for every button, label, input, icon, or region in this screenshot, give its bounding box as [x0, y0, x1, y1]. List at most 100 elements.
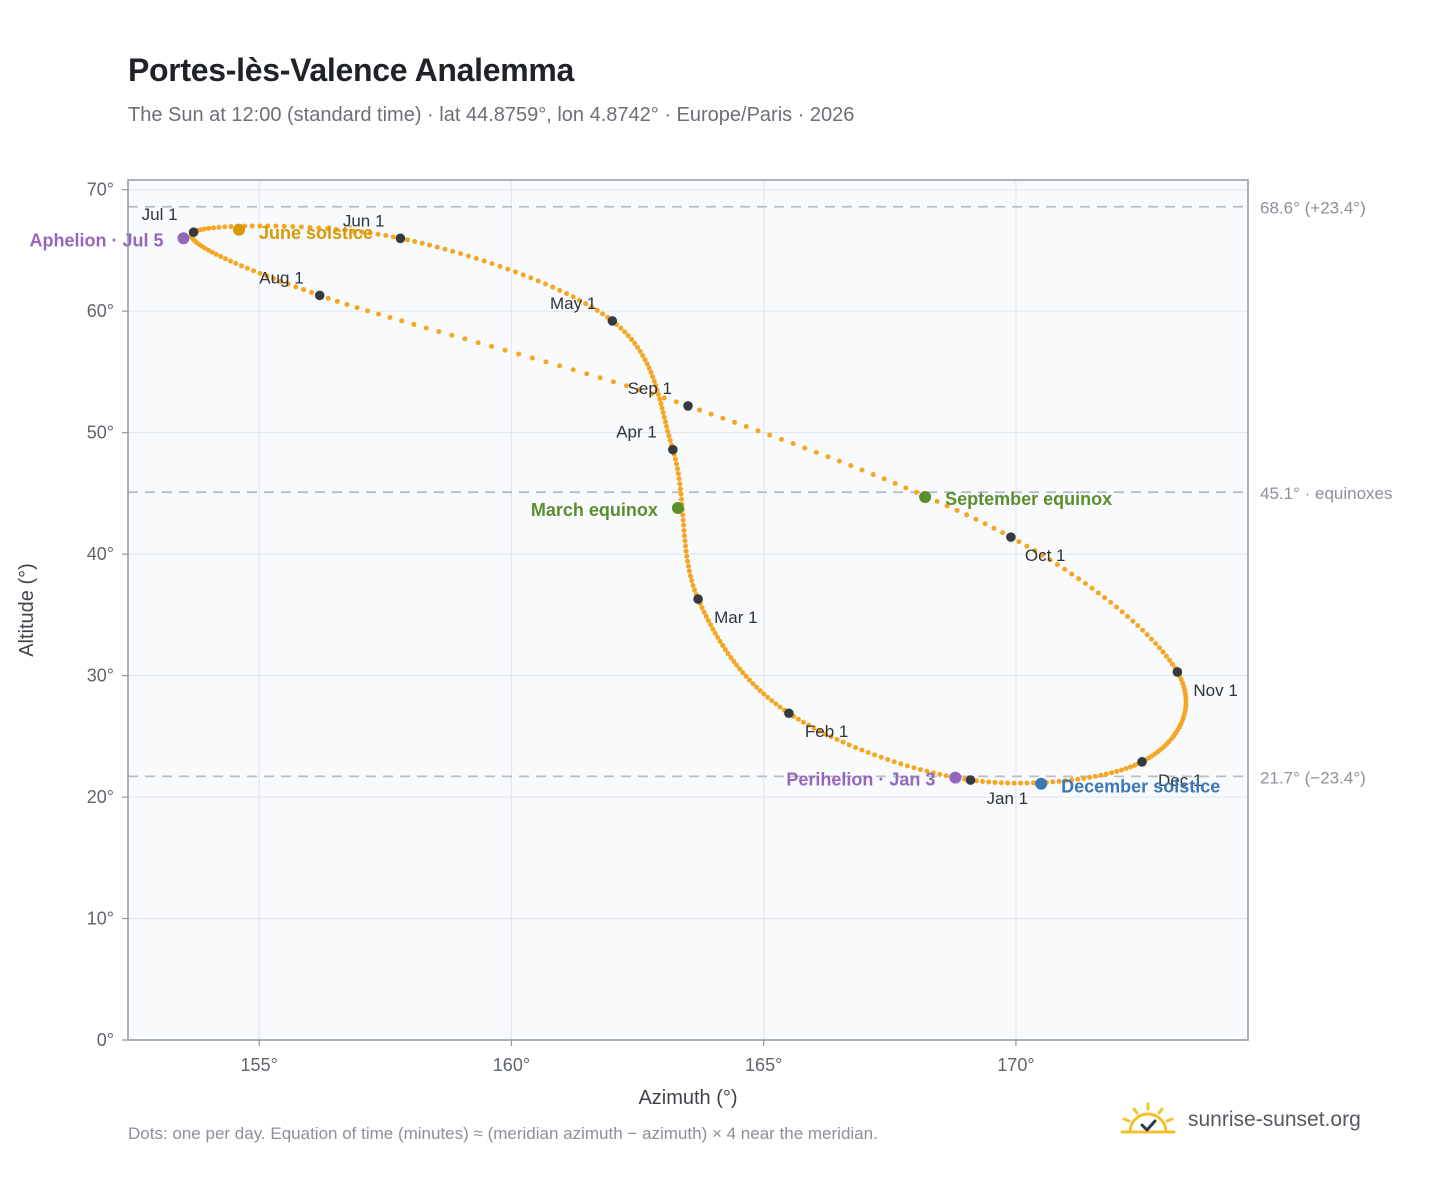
- daily-sun-dot: [1000, 530, 1006, 536]
- daily-sun-dot: [625, 333, 631, 339]
- daily-sun-dot: [600, 311, 606, 317]
- daily-sun-dot: [257, 270, 263, 276]
- daily-sun-dot: [629, 336, 635, 342]
- month-marker: [683, 401, 693, 411]
- daily-sun-dot: [840, 739, 846, 745]
- daily-sun-dot: [376, 311, 382, 317]
- daily-sun-dot: [660, 410, 666, 416]
- daily-sun-dot: [436, 329, 442, 335]
- daily-sun-dot: [672, 456, 678, 462]
- daily-sun-dot: [717, 638, 723, 644]
- daily-sun-dot: [1016, 539, 1022, 545]
- daily-sun-dot: [216, 224, 222, 230]
- brand-name[interactable]: sunrise-sunset.org: [1188, 1108, 1361, 1131]
- daily-sun-dot: [686, 568, 692, 574]
- daily-sun-dot: [917, 767, 923, 773]
- daily-sun-dot: [677, 481, 683, 487]
- daily-sun-dot: [737, 666, 743, 672]
- daily-sun-dot: [610, 379, 616, 385]
- daily-sun-dot: [528, 275, 534, 281]
- daily-sun-dot: [475, 340, 481, 346]
- daily-sun-dot: [761, 691, 767, 697]
- daily-sun-dot: [354, 305, 360, 311]
- daily-sun-dot: [623, 383, 629, 389]
- daily-sun-dot: [852, 744, 858, 750]
- daily-sun-dot: [434, 244, 440, 250]
- daily-sun-dot: [227, 258, 233, 264]
- daily-sun-dot: [769, 698, 775, 704]
- daily-sun-dot: [622, 329, 628, 335]
- x-tick-label: 170°: [997, 1055, 1034, 1075]
- month-marker: [188, 227, 199, 238]
- daily-sun-dot: [1103, 771, 1109, 777]
- daily-sun-dot: [1167, 657, 1173, 663]
- month-markers: Jan 1 Feb 1 Mar 1 Apr 1 May 1 Jun 1 Jul 1 Aug 1…: [142, 205, 1238, 808]
- daily-sun-dot: [423, 325, 429, 331]
- sun-logo-icon: [1120, 1102, 1176, 1134]
- daily-sun-dot: [817, 728, 823, 734]
- daily-sun-dot: [222, 256, 228, 262]
- daily-sun-dot: [755, 428, 761, 434]
- daily-sun-dot: [1135, 623, 1141, 629]
- event-label: December solstice: [1061, 777, 1220, 797]
- month-marker: [314, 290, 325, 301]
- daily-sun-dot: [661, 414, 667, 420]
- daily-sun-dot: [773, 701, 779, 707]
- daily-sun-dot: [316, 225, 322, 231]
- daily-sun-dot: [980, 778, 986, 784]
- daily-sun-dot: [743, 673, 749, 679]
- footnote: Dots: one per day. Equation of time (min…: [128, 1124, 878, 1143]
- daily-sun-dot: [662, 419, 668, 425]
- daily-sun-dot: [734, 662, 740, 668]
- daily-sun-dot: [1089, 585, 1095, 591]
- daily-sun-dot: [442, 246, 448, 252]
- daily-sun-dot: [458, 251, 464, 257]
- daily-sun-dot: [881, 476, 887, 482]
- daily-sun-dot: [1140, 627, 1146, 633]
- daily-sun-dot: [1032, 548, 1038, 554]
- daily-sun-dot: [1153, 640, 1159, 646]
- daily-sun-dot: [834, 736, 840, 742]
- daily-sun-dot: [334, 298, 340, 304]
- axis-ticks: 155° 160° 165° 170° 0° 10° 20° 30° 40° 50° 60° 70°: [87, 180, 1035, 1075]
- event-label: March equinox: [531, 500, 658, 520]
- daily-sun-dot: [1081, 775, 1087, 781]
- daily-sun-dot: [564, 291, 570, 297]
- daily-sun-dot: [222, 224, 228, 230]
- daily-sun-dot: [1011, 780, 1017, 786]
- daily-sun-dot: [811, 725, 817, 731]
- daily-sun-dot: [309, 290, 315, 296]
- daily-sun-dot: [648, 369, 654, 375]
- daily-sun-dot: [865, 750, 871, 756]
- daily-sun-dot: [307, 225, 313, 231]
- daily-sun-dot: [325, 295, 331, 301]
- daily-sun-dot: [1069, 571, 1075, 577]
- daily-sun-dot: [264, 273, 270, 279]
- brand[interactable]: sunrise-sunset.org: [1120, 1102, 1361, 1138]
- daily-sun-dot: [637, 348, 643, 354]
- daily-sun-dot: [489, 261, 495, 267]
- daily-sun-dot: [618, 325, 624, 331]
- daily-sun-dot: [584, 371, 590, 377]
- daily-sun-dot: [1076, 576, 1082, 582]
- x-axis-label: Azimuth (°): [638, 1087, 737, 1109]
- daily-sun-dot: [678, 496, 684, 502]
- daily-sun-dot: [778, 436, 784, 442]
- daily-sun-dot: [342, 227, 348, 233]
- daily-sun-dot: [1005, 780, 1011, 786]
- event-marker: [671, 501, 684, 514]
- daily-sun-dot: [375, 231, 381, 237]
- daily-sun-dot: [520, 272, 526, 278]
- daily-sun-dot: [802, 445, 808, 451]
- daily-sun-dot: [689, 578, 695, 584]
- daily-sun-dot: [481, 258, 487, 264]
- daily-sun-dot: [708, 622, 714, 628]
- y-tick-label: 50°: [87, 423, 114, 443]
- y-tick-label: 10°: [87, 909, 114, 929]
- daily-sun-dot: [674, 466, 680, 472]
- daily-sun-dot: [543, 281, 549, 287]
- daily-sun-dot: [1125, 613, 1131, 619]
- daily-sun-dot: [1102, 595, 1108, 601]
- daily-sun-dot: [211, 225, 217, 231]
- daily-sun-dot: [502, 347, 508, 353]
